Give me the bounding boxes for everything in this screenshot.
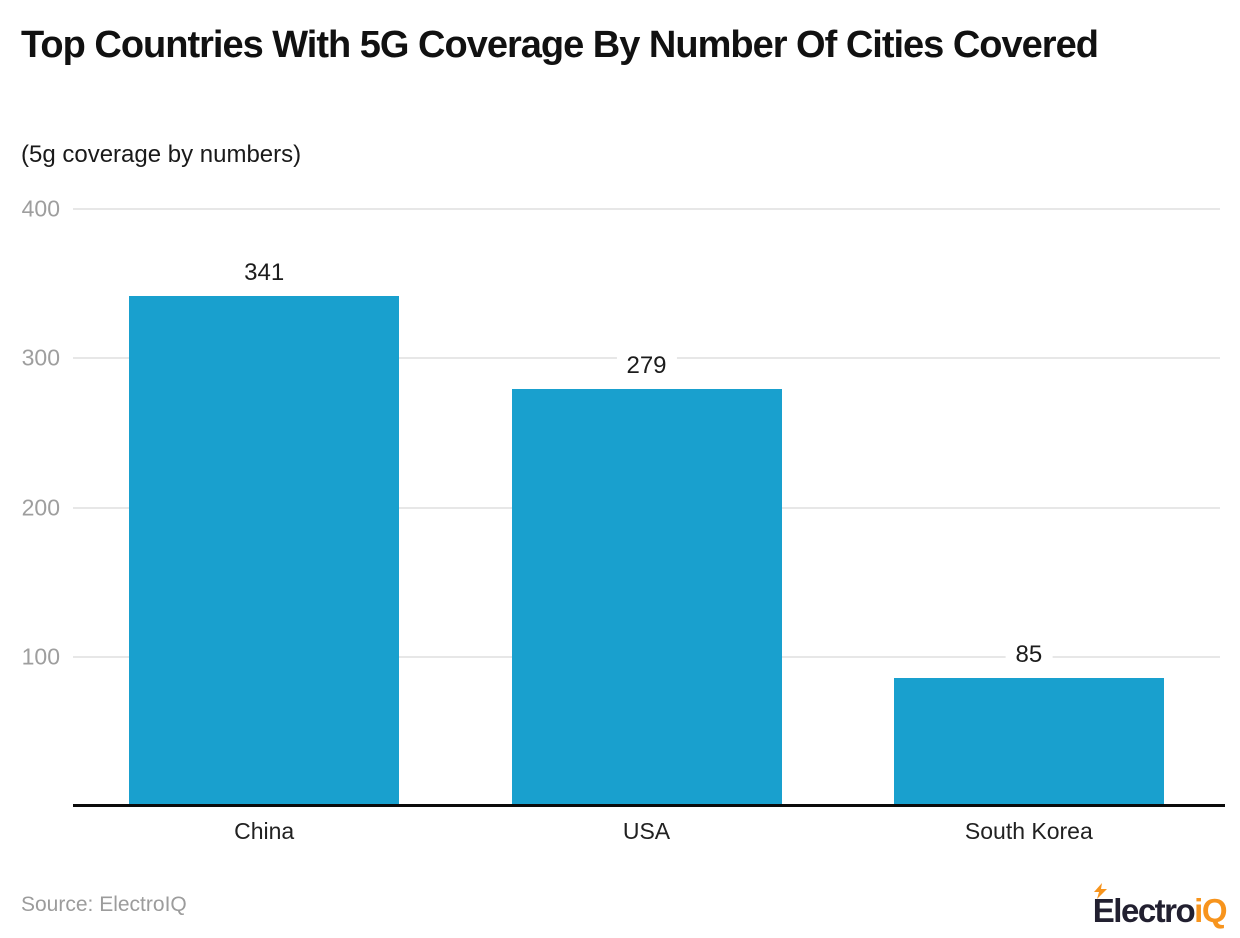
electroiq-logo: ElectroiQ: [1092, 883, 1227, 930]
source-note: Source: ElectroIQ: [21, 893, 187, 916]
gridline-400: [73, 208, 1220, 210]
x-tick-label-china: China: [234, 818, 295, 844]
logo-text-dark: Electro: [1092, 892, 1196, 929]
bar-value-label-usa: 279: [616, 351, 677, 380]
y-tick-label-300: 300: [21, 344, 60, 371]
bar-value-label-south-korea: 85: [1005, 641, 1053, 670]
x-tick-label-south-korea: South Korea: [964, 818, 1093, 844]
x-tick-label-usa: USA: [622, 818, 671, 844]
y-tick-label-100: 100: [21, 643, 60, 670]
chart-title: Top Countries With 5G Coverage By Number…: [21, 24, 1099, 66]
bar-chart-plot-area: 400 300 200 100 341 279 85: [22, 196, 1220, 805]
bar-china: [129, 296, 400, 805]
bar-value-label-china: 341: [234, 259, 295, 288]
lightning-bolt-icon: [1093, 883, 1107, 899]
chart-subtitle: (5g coverage by numbers): [21, 141, 302, 168]
x-axis-line: [73, 804, 1225, 807]
bar-south-korea: [893, 678, 1164, 805]
y-tick-label-400: 400: [21, 195, 60, 222]
logo-text-accent: iQ: [1194, 892, 1227, 929]
y-tick-label-200: 200: [21, 494, 60, 520]
bar-usa: [511, 388, 782, 805]
